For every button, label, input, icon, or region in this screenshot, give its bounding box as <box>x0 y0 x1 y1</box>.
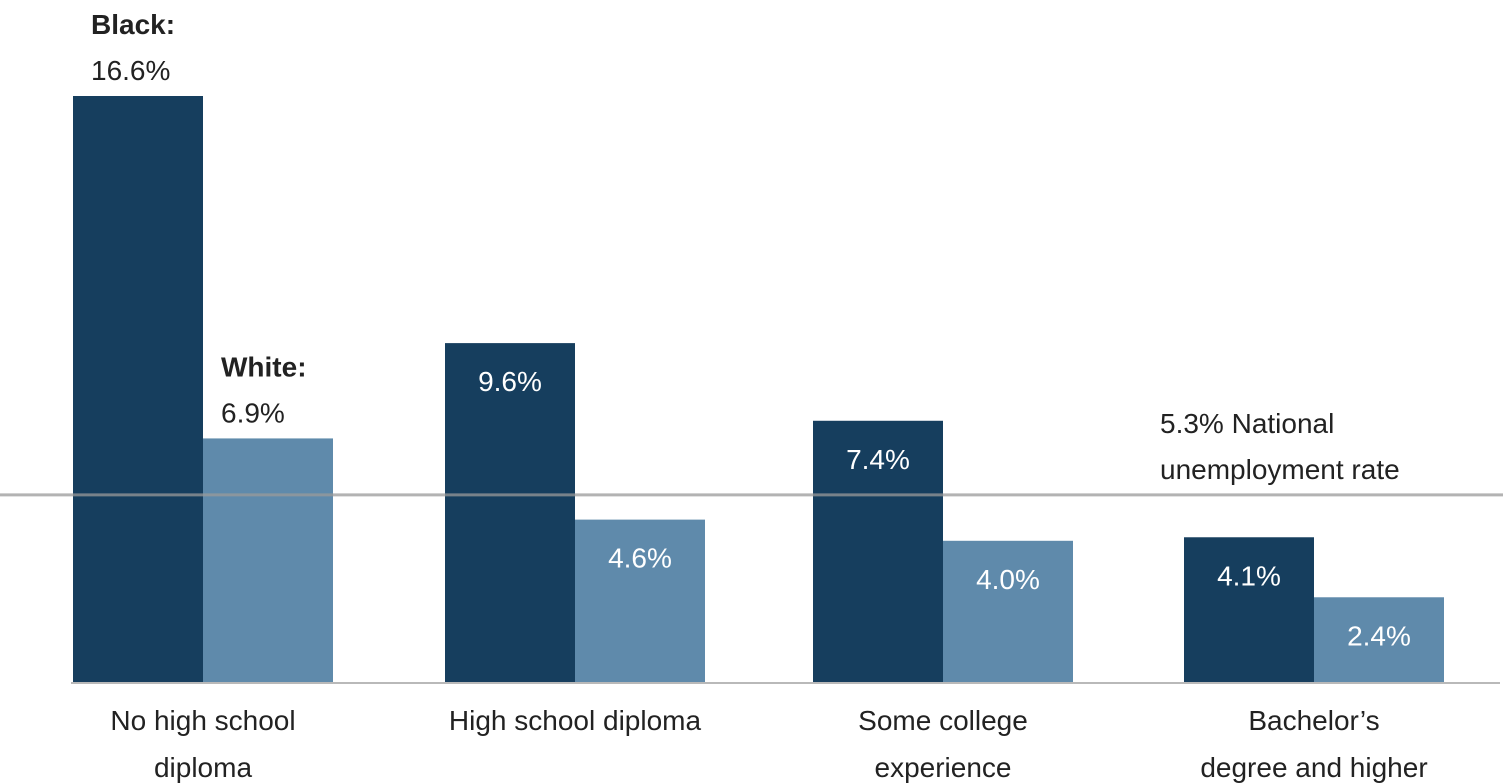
category-label-0-line-1: diploma <box>154 752 252 783</box>
category-label-2-line-1: experience <box>875 752 1012 783</box>
labels-layer: 5.3% National unemployment rate Black: 16.6… <box>91 9 1411 651</box>
bar-white-2 <box>943 540 1073 682</box>
category-label-2-line-0: Some college <box>858 705 1028 736</box>
bar-black-1 <box>445 343 575 682</box>
value-label-white-1: 4.6% <box>608 543 672 574</box>
bars-layer <box>73 96 1444 682</box>
value-label-black-2: 7.4% <box>846 444 910 475</box>
category-label-3-line-0: Bachelor’s <box>1248 705 1379 736</box>
value-label-white-0: 6.9% <box>221 397 285 428</box>
category-label-0-line-0: No high school <box>110 705 295 736</box>
value-label-white-2: 4.0% <box>976 564 1040 595</box>
bar-white-1 <box>575 519 705 682</box>
bar-black-3 <box>1184 537 1314 682</box>
value-label-black-0: 16.6% <box>91 55 170 86</box>
category-label-1-line-0: High school diploma <box>449 705 702 736</box>
series-name-white: White: <box>221 351 307 382</box>
bar-white-0 <box>203 438 333 682</box>
category-label-3-line-1: degree and higher <box>1200 752 1427 783</box>
bar-black-0 <box>73 96 203 682</box>
bar-black-2 <box>813 420 943 682</box>
bar-white-3 <box>1314 597 1444 682</box>
series-name-black: Black: <box>91 9 175 40</box>
value-label-white-3: 2.4% <box>1347 620 1411 651</box>
national-rate-label-line-0: 5.3% National <box>1160 408 1334 439</box>
value-label-black-3: 4.1% <box>1217 560 1281 591</box>
value-label-black-1: 9.6% <box>478 366 542 397</box>
national-rate-label-line-1: unemployment rate <box>1160 454 1400 485</box>
axis-layer: No high school diploma High school diploma… <box>71 682 1500 783</box>
